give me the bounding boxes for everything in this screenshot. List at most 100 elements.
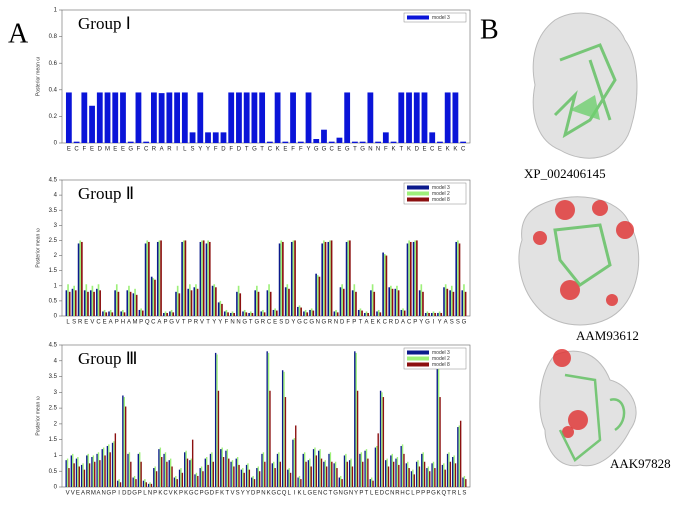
bar [128,452,131,487]
bar [134,288,136,316]
x-tick-label: S [191,147,195,153]
bar [96,288,98,316]
bar [336,137,343,143]
bar [412,241,415,316]
x-tick-label: P [413,320,417,326]
bar [313,139,320,143]
bar [114,290,116,316]
bar [205,132,211,143]
bar [457,427,459,487]
bar [323,461,325,487]
bar [66,458,69,487]
bar [266,141,273,143]
x-tick-label: D [285,320,290,326]
x-tick-label: K [437,491,441,497]
x-tick-label: C [163,491,168,497]
x-tick-label: C [383,320,388,326]
bar [92,455,95,487]
x-tick-label: C [303,320,308,326]
bar [122,309,124,316]
plot-area [61,9,471,144]
bar [99,290,101,316]
bar [71,288,74,316]
bar [367,92,374,143]
x-tick-label: F [384,147,388,153]
bar [156,241,159,316]
bar [236,457,239,487]
bar [148,241,150,316]
x-tick-label: V [71,491,75,497]
bar [444,469,446,487]
bar [408,468,410,487]
bar [154,466,156,487]
x-tick-label: I [176,147,178,153]
legend-label: model 2 [432,356,450,362]
x-tick-label: C [74,147,79,153]
bar [279,461,281,487]
x-tick-label: R [152,147,157,153]
x-tick-label: A [364,320,368,326]
bar [86,455,88,487]
bar [135,92,142,143]
bar [75,458,78,487]
bar [268,284,270,316]
y-tick-label: 0.6 [49,61,58,67]
bar [298,305,301,316]
x-tick-label: R [194,320,199,326]
bar [189,460,191,487]
bar [290,241,293,316]
x-tick-label: L [66,320,70,326]
bar [278,452,280,487]
bar [464,291,467,316]
bar [117,480,119,487]
bar [284,287,287,316]
x-tick-label: K [276,147,280,153]
x-tick-label: A [157,320,161,326]
bar [206,457,208,487]
bar [199,468,201,487]
bar [350,458,352,487]
bar [266,351,268,487]
y-tick-label: 0.4 [49,87,58,93]
bar [391,288,394,316]
bar [123,312,126,316]
bar [294,240,296,316]
bar [413,474,415,487]
bar [73,285,75,316]
bar [283,371,285,487]
x-tick-label: G [271,491,276,497]
bar [357,309,360,316]
bar [290,92,296,143]
bar [184,240,187,316]
bar [240,469,243,487]
y-tick-label: 3 [54,390,58,396]
x-tick-label: S [450,320,454,326]
bar [339,287,342,316]
bar [251,477,253,487]
bar [376,445,378,487]
bar [181,92,188,143]
bar [345,241,348,316]
x-tick-label: P [421,491,425,497]
bar [330,240,333,316]
bar [128,285,130,316]
legend-label: model 3 [432,15,450,21]
bar [382,252,384,316]
bar [101,449,103,487]
panel-label: B [480,14,499,45]
x-tick-label: H [400,491,404,497]
x-tick-label: F [299,147,303,153]
x-tick-label: V [176,320,180,326]
x-tick-label: G [309,320,314,326]
x-tick-label: R [452,491,457,497]
bar [223,311,226,316]
x-tick-label: P [139,320,143,326]
x-tick-label: M [105,147,110,153]
bar [429,132,436,143]
bar [379,312,382,316]
x-tick-label: I [433,320,435,326]
bar [113,441,115,487]
bar [343,455,346,487]
x-tick-label: P [115,320,119,326]
